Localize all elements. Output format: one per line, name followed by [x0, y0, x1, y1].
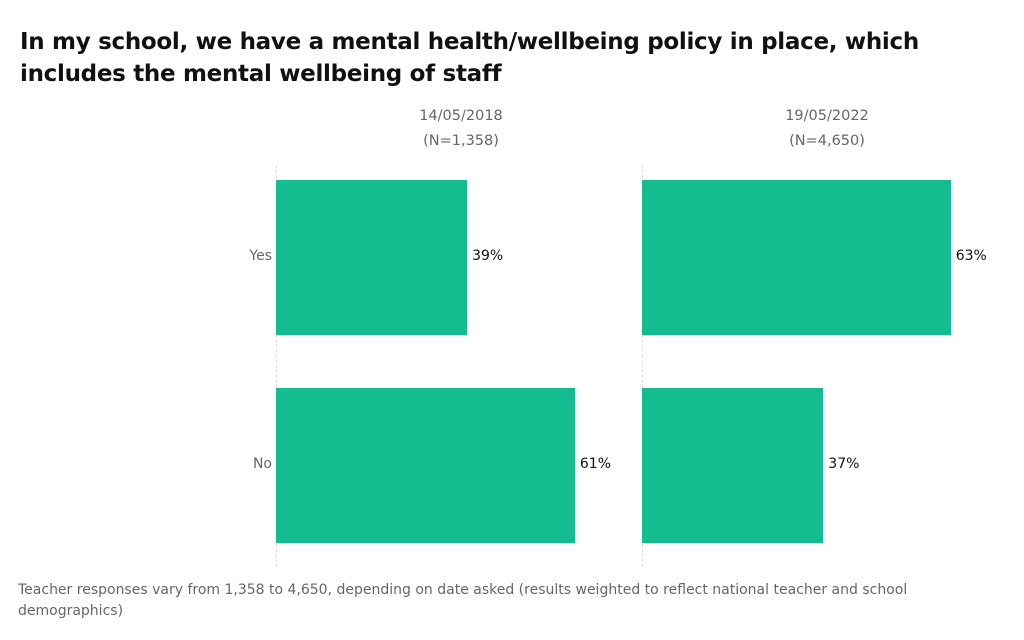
footnote: Teacher responses vary from 1,358 to 4,6…	[18, 582, 908, 619]
panel-sample-size: (N=1,358)	[423, 133, 499, 149]
bar-no	[642, 388, 824, 543]
data-label: 61%	[579, 455, 612, 472]
chart-title: In my school, we have a mental health/we…	[20, 29, 919, 87]
category-label-yes: Yes	[249, 247, 272, 264]
category-label-no: No	[252, 455, 272, 472]
bar-yes	[276, 180, 468, 335]
data-label: 37%	[828, 455, 860, 472]
bar-no	[276, 388, 575, 543]
data-label: 63%	[955, 247, 987, 264]
panel-sample-size: (N=4,650)	[789, 133, 865, 149]
panel-date: 14/05/2018	[419, 108, 503, 124]
panel-baseline	[276, 165, 277, 567]
data-label: 39%	[472, 247, 504, 264]
panel-baseline	[642, 165, 643, 567]
panel-date: 19/05/2022	[785, 108, 869, 124]
bar-yes	[642, 180, 951, 335]
